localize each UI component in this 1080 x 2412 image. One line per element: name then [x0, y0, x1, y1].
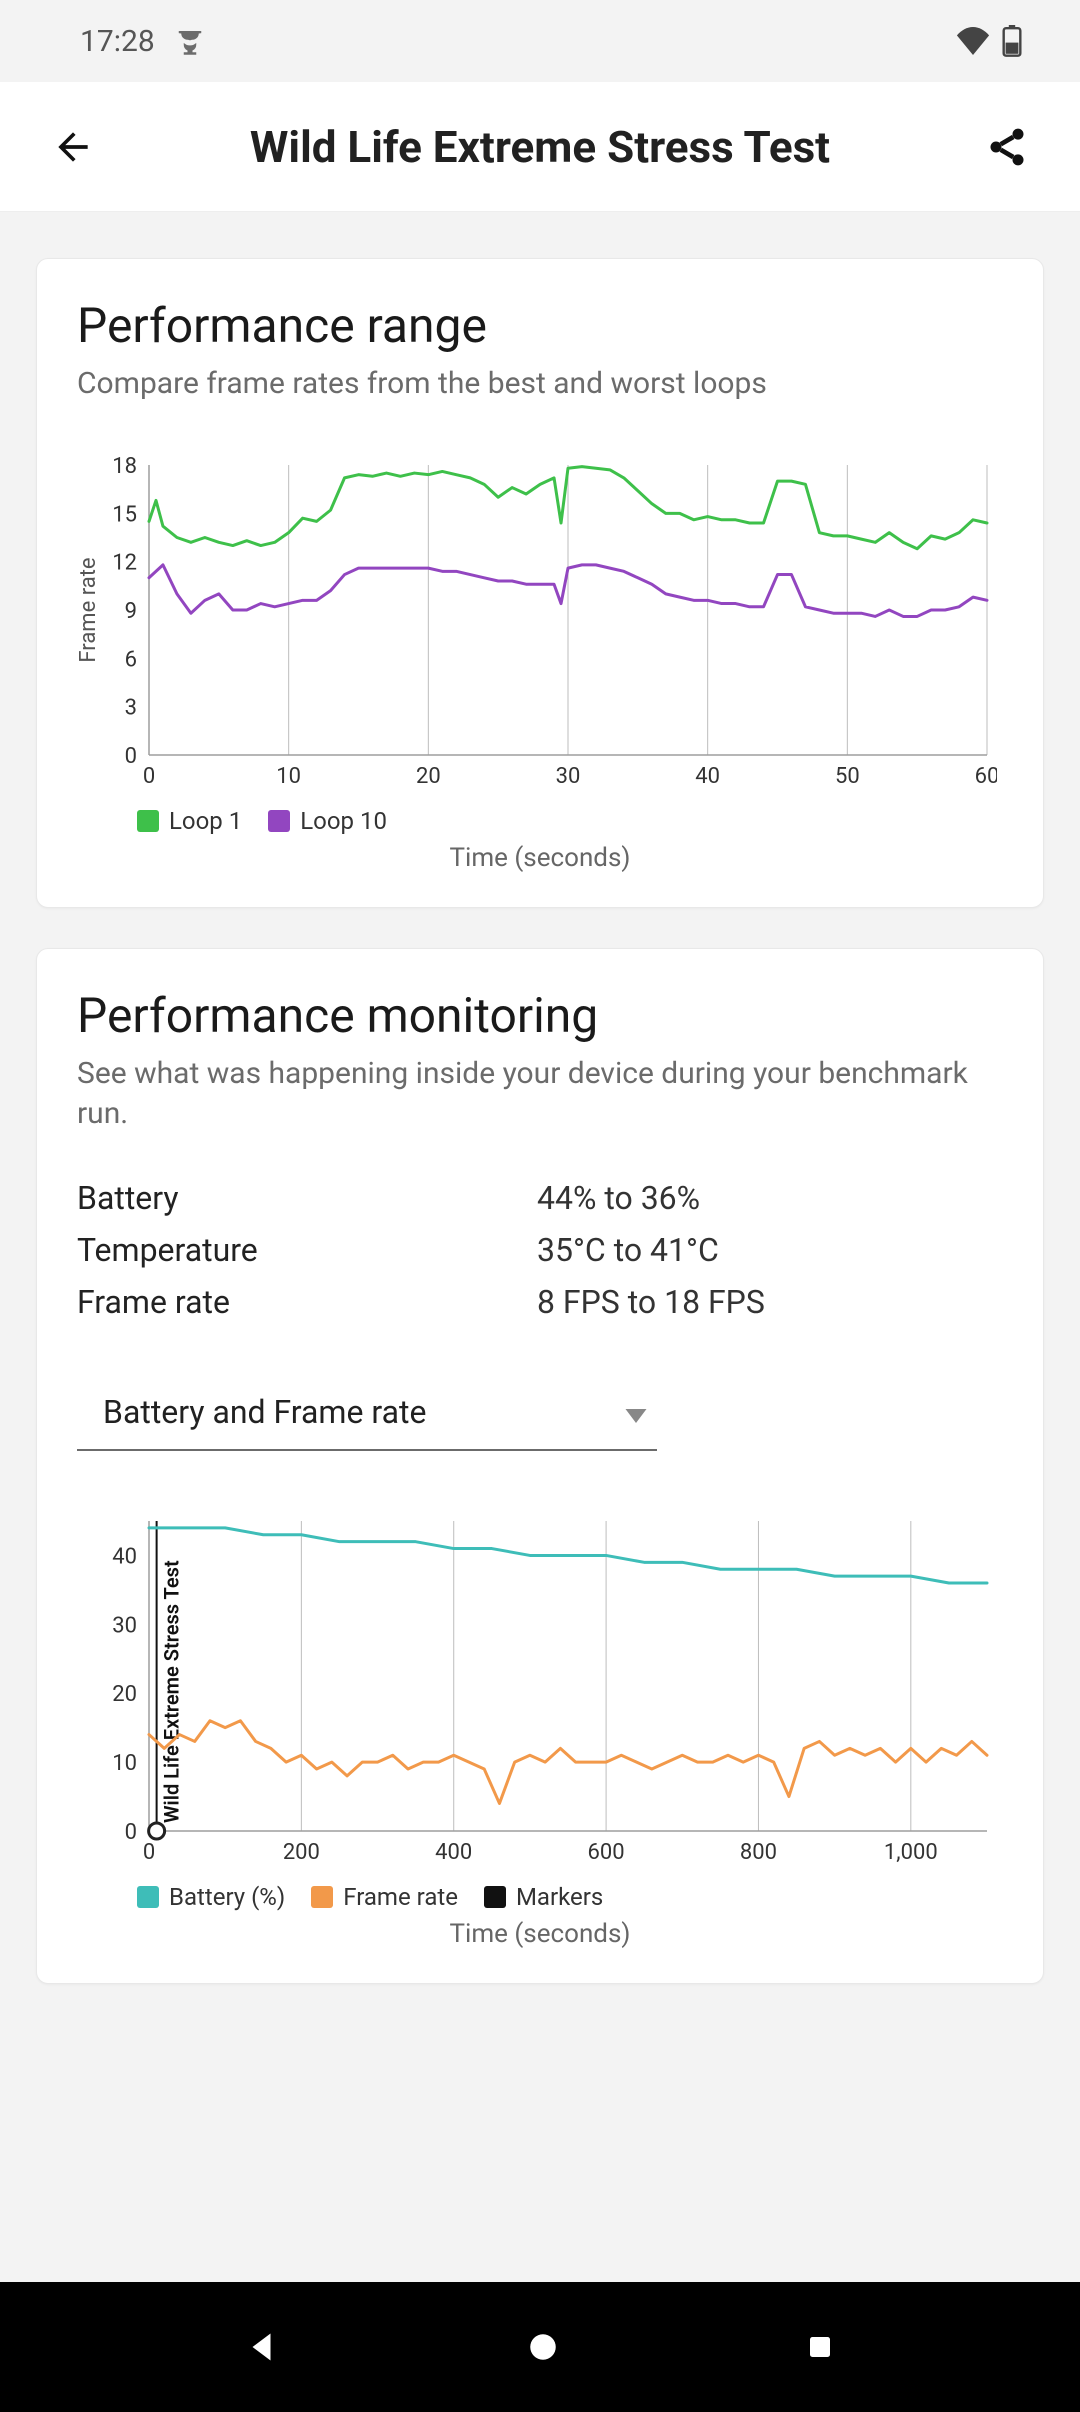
svg-text:1,000: 1,000: [884, 1840, 938, 1865]
stat-row: Battery44% to 36%: [77, 1179, 1003, 1217]
share-button[interactable]: [970, 125, 1044, 169]
performance-monitoring-card: Performance monitoring See what was happ…: [36, 948, 1044, 1984]
battery-icon: [1002, 25, 1022, 57]
svg-text:50: 50: [835, 764, 860, 789]
legend-label: Battery (%): [169, 1883, 285, 1911]
svg-text:30: 30: [112, 1613, 137, 1638]
svg-text:60: 60: [975, 764, 997, 789]
dropdown-selected: Battery and Frame rate: [103, 1393, 426, 1431]
stat-row: Temperature35°C to 41°C: [77, 1231, 1003, 1269]
chart-legend: Loop 1 Loop 10: [137, 807, 1003, 835]
svg-text:9: 9: [125, 599, 137, 624]
performance-monitoring-chart: 01020304002004006008001,000Wild Life Ext…: [77, 1511, 1003, 1949]
stat-value: 8 FPS to 18 FPS: [537, 1283, 765, 1321]
chart-svg: 0 3 6 9 12 15 18 0 10 20 30 40 50 60 Frame rate: [77, 455, 997, 795]
svg-text:20: 20: [416, 764, 441, 789]
nav-home-button[interactable]: [526, 2330, 560, 2364]
legend-label: Loop 10: [300, 807, 387, 835]
svg-text:0: 0: [125, 1820, 137, 1845]
legend-item: Frame rate: [311, 1883, 458, 1911]
back-button[interactable]: [36, 125, 110, 169]
svg-text:40: 40: [695, 764, 720, 789]
svg-text:30: 30: [556, 764, 581, 789]
chart-svg: 01020304002004006008001,000Wild Life Ext…: [77, 1511, 997, 1871]
page-title: Wild Life Extreme Stress Test: [110, 121, 970, 173]
stat-value: 35°C to 41°C: [537, 1231, 719, 1269]
performance-range-subtitle: Compare frame rates from the best and wo…: [77, 364, 1003, 405]
x-axis-label: Time (seconds): [77, 843, 1003, 873]
svg-text:Frame rate: Frame rate: [77, 557, 101, 662]
svg-text:3: 3: [125, 695, 137, 720]
status-time: 17:28: [80, 24, 155, 59]
svg-text:0: 0: [125, 744, 137, 769]
trophy-icon: [175, 26, 205, 56]
stat-value: 44% to 36%: [537, 1179, 700, 1217]
performance-monitoring-subtitle: See what was happening inside your devic…: [77, 1054, 1003, 1135]
legend-swatch: [484, 1886, 506, 1908]
svg-text:20: 20: [112, 1682, 137, 1707]
legend-item: Battery (%): [137, 1883, 285, 1911]
svg-text:18: 18: [112, 455, 137, 479]
stat-label: Battery: [77, 1179, 537, 1217]
page-content: Performance range Compare frame rates fr…: [0, 212, 1080, 1984]
legend-item: Loop 10: [268, 807, 387, 835]
chart-selector-dropdown[interactable]: Battery and Frame rate: [77, 1375, 657, 1451]
legend-swatch: [311, 1886, 333, 1908]
legend-label: Frame rate: [343, 1883, 458, 1911]
svg-text:40: 40: [112, 1544, 137, 1569]
svg-text:800: 800: [740, 1840, 777, 1865]
svg-text:Wild Life Extreme Stress Test: Wild Life Extreme Stress Test: [160, 1560, 184, 1823]
svg-text:10: 10: [276, 764, 301, 789]
legend-swatch: [137, 1886, 159, 1908]
svg-text:200: 200: [283, 1840, 320, 1865]
legend-label: Loop 1: [169, 807, 242, 835]
stat-label: Temperature: [77, 1231, 537, 1269]
svg-text:10: 10: [112, 1751, 137, 1776]
performance-monitoring-title: Performance monitoring: [77, 987, 1003, 1044]
stats-list: Battery44% to 36%Temperature35°C to 41°C…: [77, 1179, 1003, 1321]
chevron-down-icon: [625, 1393, 647, 1431]
wifi-icon: [956, 27, 990, 55]
svg-text:0: 0: [143, 764, 155, 789]
svg-text:6: 6: [125, 647, 137, 672]
svg-text:15: 15: [112, 502, 137, 527]
nav-recents-button[interactable]: [805, 2332, 835, 2362]
system-navigation-bar: [0, 2282, 1080, 2412]
chart-legend: Battery (%) Frame rate Markers: [137, 1883, 1003, 1911]
svg-text:12: 12: [112, 550, 137, 575]
svg-text:0: 0: [143, 1840, 155, 1865]
nav-back-button[interactable]: [245, 2329, 281, 2365]
performance-range-title: Performance range: [77, 297, 1003, 354]
stat-label: Frame rate: [77, 1283, 537, 1321]
app-bar: Wild Life Extreme Stress Test: [0, 82, 1080, 212]
legend-item: Loop 1: [137, 807, 242, 835]
status-bar: 17:28: [0, 0, 1080, 82]
x-axis-label: Time (seconds): [77, 1919, 1003, 1949]
performance-range-card: Performance range Compare frame rates fr…: [36, 258, 1044, 908]
legend-swatch: [268, 810, 290, 832]
stat-row: Frame rate8 FPS to 18 FPS: [77, 1283, 1003, 1321]
legend-item: Markers: [484, 1883, 603, 1911]
legend-label: Markers: [516, 1883, 603, 1911]
svg-text:400: 400: [435, 1840, 472, 1865]
performance-range-chart: 0 3 6 9 12 15 18 0 10 20 30 40 50 60 Frame rate Loop 1…: [77, 455, 1003, 873]
svg-text:600: 600: [588, 1840, 625, 1865]
legend-swatch: [137, 810, 159, 832]
